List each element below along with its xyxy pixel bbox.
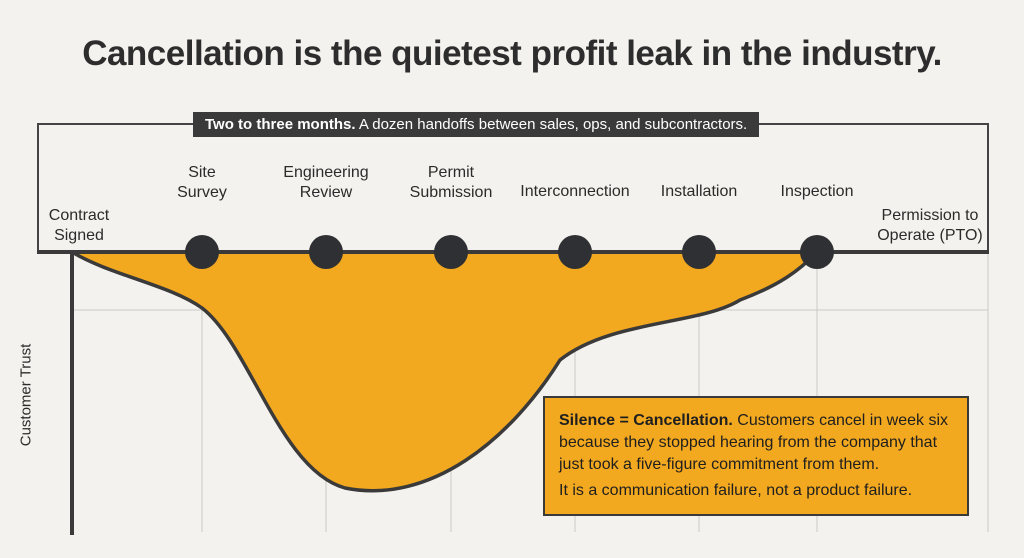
callout-text: Customers cancel in week six because the… — [559, 412, 949, 473]
stage-label-site-survey: Site Survey — [152, 163, 252, 203]
silence-callout: Silence = Cancellation. Customers cancel… — [543, 396, 969, 516]
stage-label-engineering-review: Engineering Review — [266, 163, 386, 203]
stage-label-contract-signed: Contract Signed — [24, 206, 134, 246]
stage-label-line: Submission — [409, 184, 493, 201]
stage-label-line: Signed — [54, 227, 104, 244]
stage-label-interconnection: Interconnection — [505, 182, 645, 202]
stage-label-permit-submission: Permit Submission — [391, 163, 511, 203]
stage-label-line: Installation — [660, 183, 738, 200]
trust-curve-line — [70, 250, 819, 493]
stage-label-line: Site — [188, 164, 216, 181]
stage-label-line: Permission to — [881, 207, 979, 224]
stage-label-line: Engineering — [283, 164, 369, 181]
callout-bold: Silence = Cancellation. — [559, 412, 733, 429]
headline: Cancellation is the quietest profit leak… — [82, 34, 942, 73]
stage-label-line: Operate (PTO) — [877, 227, 983, 244]
stage-label-line: Survey — [177, 184, 227, 201]
stage-label-permission-to-operate: Permission to Operate (PTO) — [862, 206, 998, 246]
stage-label-inspection: Inspection — [760, 182, 874, 202]
stage-marker-inspection — [800, 235, 834, 269]
stage-marker-installation — [682, 235, 716, 269]
stage-label-installation: Installation — [639, 182, 759, 202]
duration-bold: Two to three months. — [205, 116, 356, 133]
stage-label-line: Inspection — [780, 183, 854, 200]
stage-label-line: Permit — [427, 164, 475, 181]
stage-label-line: Contract — [48, 207, 110, 224]
stage-marker-site-survey — [185, 235, 219, 269]
stage-marker-permit-submission — [434, 235, 468, 269]
stage-label-line: Review — [299, 184, 353, 201]
callout-conclusion: It is a communication failure, not a pro… — [559, 482, 913, 499]
duration-text: A dozen handoffs between sales, ops, and… — [355, 116, 748, 133]
y-axis-label: Customer Trust — [17, 343, 35, 447]
duration-banner: Two to three months. A dozen handoffs be… — [193, 112, 760, 137]
stage-marker-engineering-review — [309, 235, 343, 269]
stage-marker-interconnection — [558, 235, 592, 269]
stage-label-line: Interconnection — [520, 183, 630, 200]
trust-curve-area — [72, 252, 817, 491]
callout-paragraph: Silence = Cancellation. Customers cancel… — [559, 410, 953, 476]
